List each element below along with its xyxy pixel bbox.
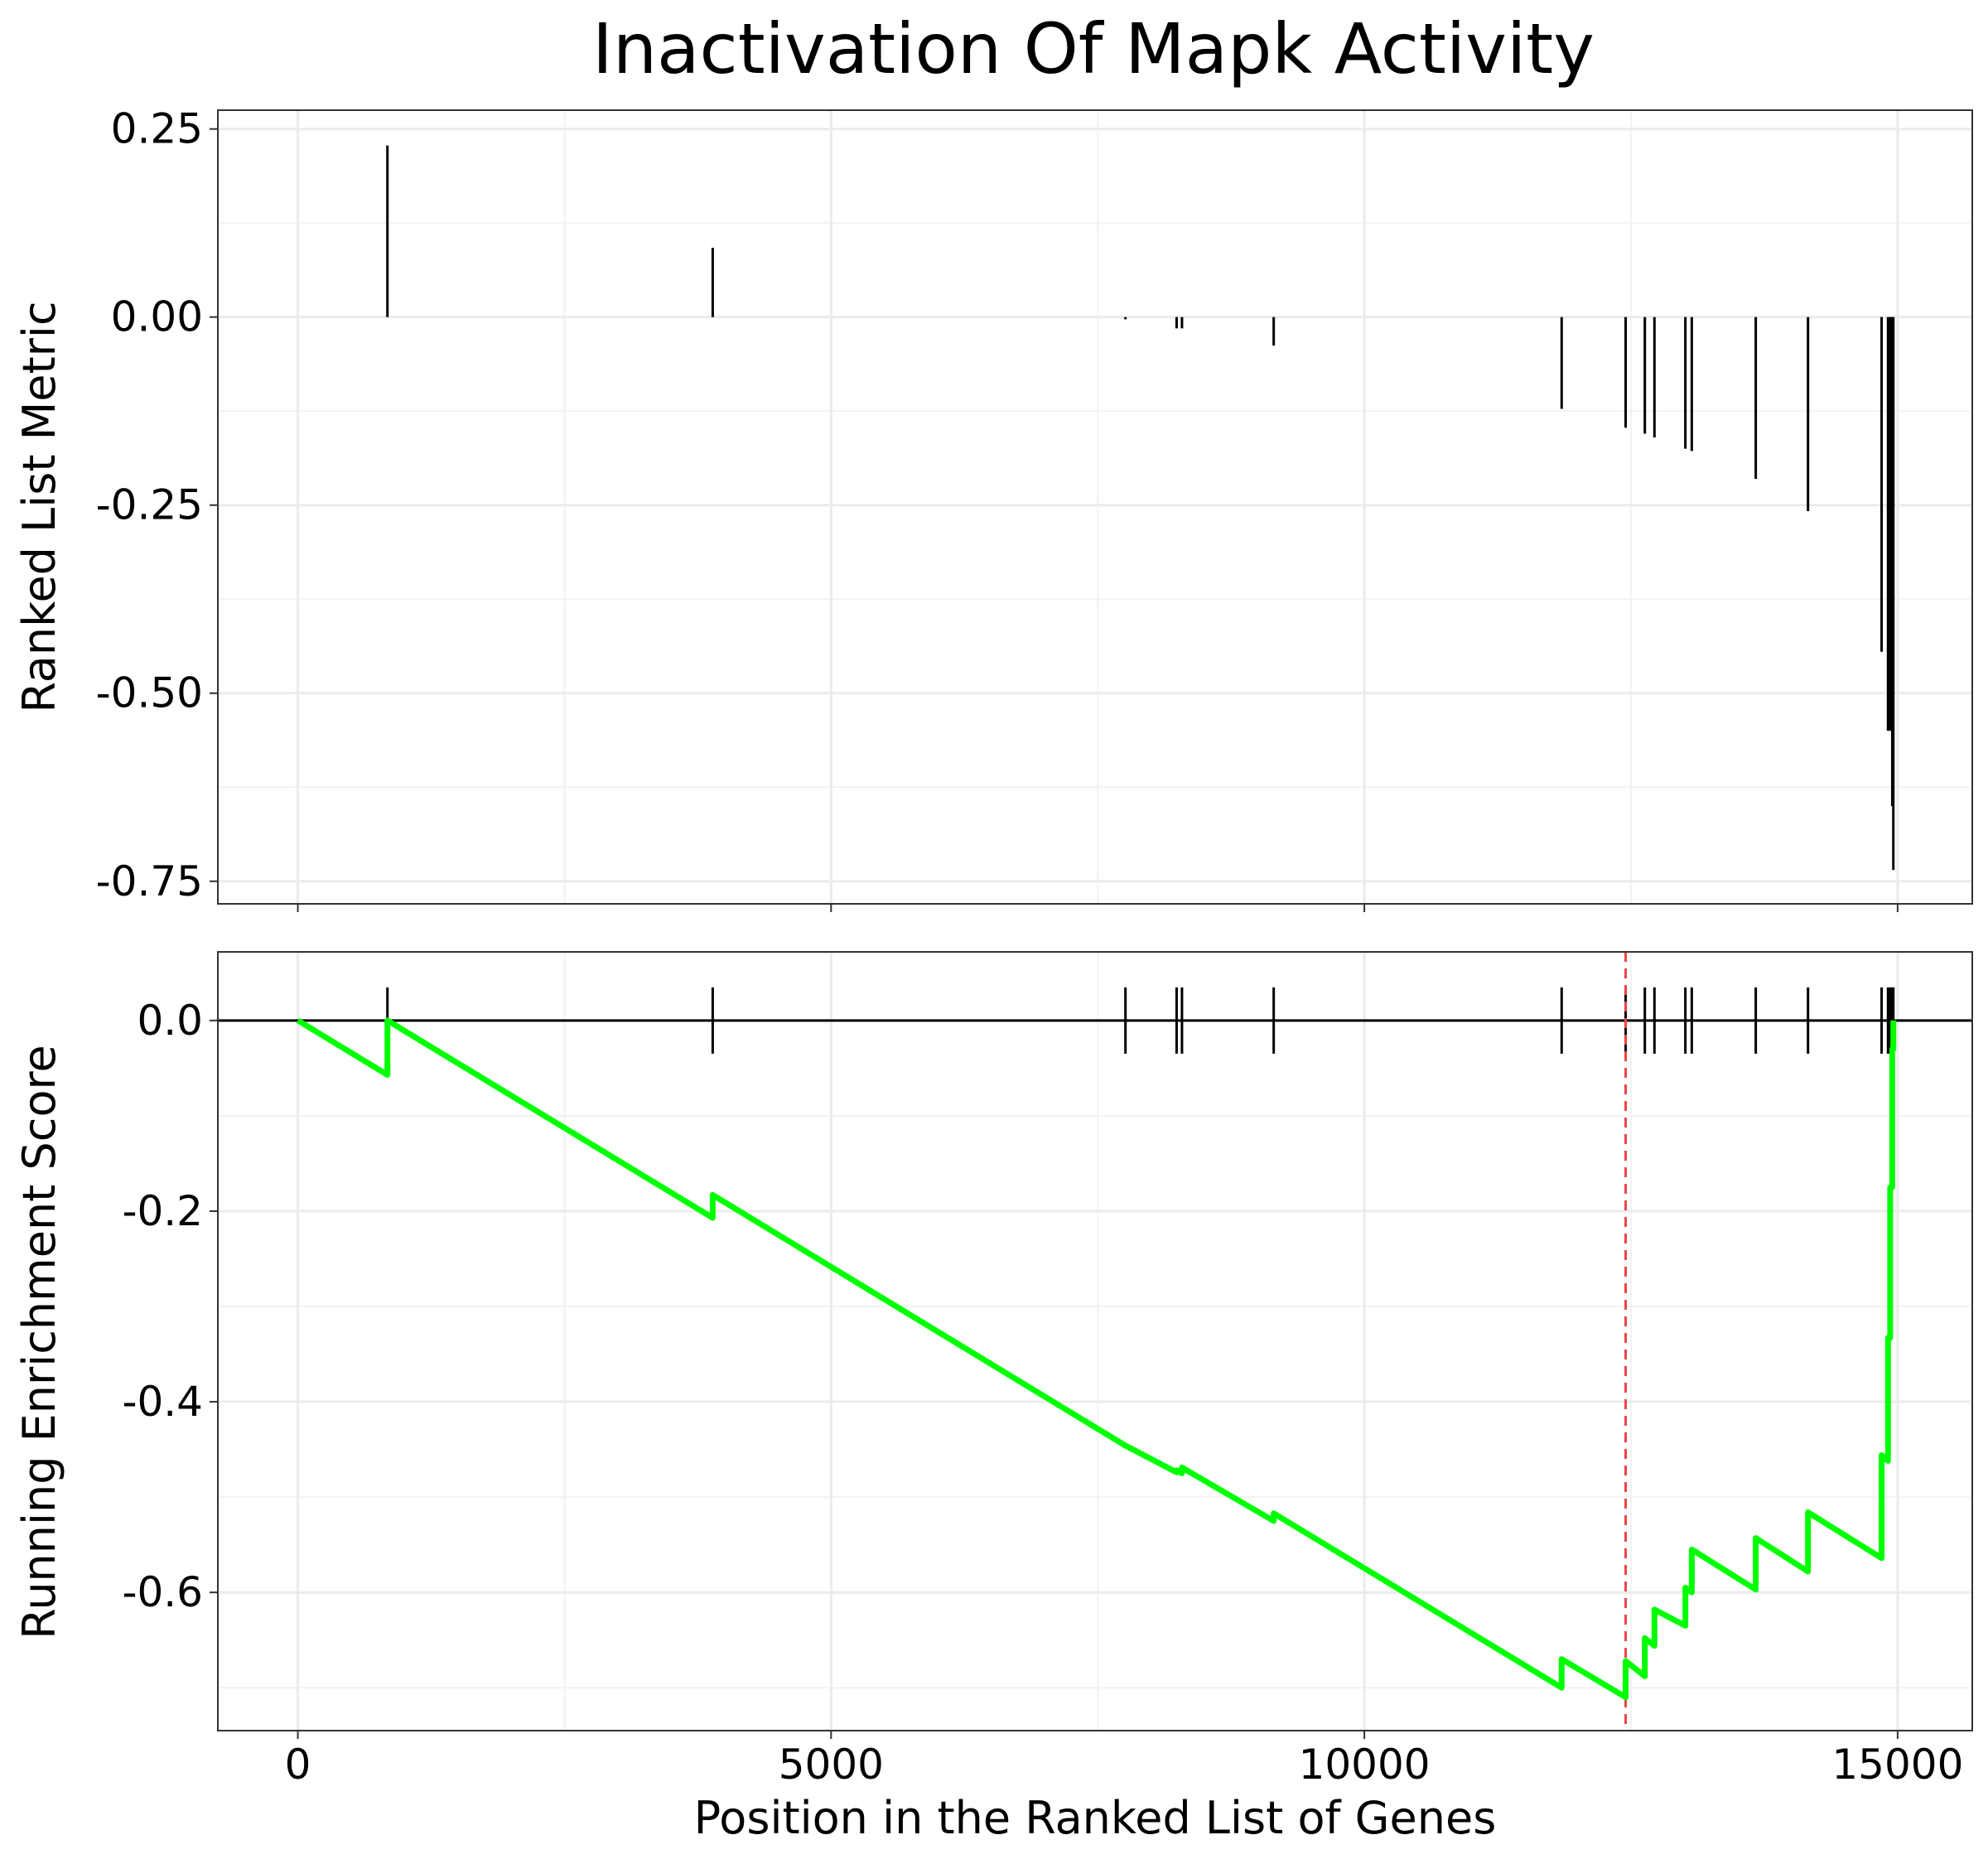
top-y-axis-label: Ranked List Metric — [13, 301, 65, 712]
bottom-y-ticks: 0.0 -0.2 -0.4 -0.6 — [122, 997, 218, 1616]
bottom-x-tick-label: 10000 — [1299, 1741, 1431, 1789]
top-y-tick-label: -0.25 — [96, 481, 203, 529]
top-y-tick-label: 0.00 — [111, 293, 203, 341]
bottom-y-tick-label: -0.6 — [122, 1568, 203, 1616]
bottom-y-axis-label: Running Enrichment Score — [13, 1045, 65, 1639]
running-score-panel: 0.0 -0.2 -0.4 -0.6 0 5000 10000 15000 Running … — [13, 951, 1973, 1844]
bottom-x-tick-label: 15000 — [1831, 1741, 1963, 1789]
x-axis-label: Position in the Ranked List of Genes — [694, 1792, 1497, 1844]
top-y-tick-label: -0.50 — [96, 669, 203, 717]
bottom-y-tick-label: -0.2 — [122, 1187, 203, 1235]
bottom-y-tick-label: -0.4 — [122, 1378, 203, 1426]
top-y-tick-label: -0.75 — [96, 857, 203, 905]
top-y-tick-label: 0.25 — [111, 105, 203, 153]
bottom-panel-background — [218, 952, 1972, 1731]
ranked-metric-bars — [386, 145, 1895, 871]
bottom-y-tick-label: 0.0 — [137, 997, 203, 1045]
running-enrichment-score-line — [296, 1017, 1897, 1701]
bottom-panel-border — [217, 951, 1973, 1731]
top-gridlines — [218, 110, 1972, 904]
top-panel-border — [217, 109, 1973, 905]
bottom-x-tick-label: 0 — [285, 1741, 311, 1789]
ranked-metric-panel: 0.25 0.00 -0.25 -0.50 -0.75 Ranked List Metr… — [13, 105, 1973, 912]
bottom-x-ticks: 0 5000 10000 15000 — [285, 1731, 1963, 1789]
top-y-ticks: 0.25 0.00 -0.25 -0.50 -0.75 — [96, 105, 1899, 912]
chart-title: Inactivation Of Mapk Activity — [592, 8, 1595, 89]
bottom-x-tick-label: 5000 — [779, 1741, 884, 1789]
top-panel-background — [218, 110, 1972, 904]
